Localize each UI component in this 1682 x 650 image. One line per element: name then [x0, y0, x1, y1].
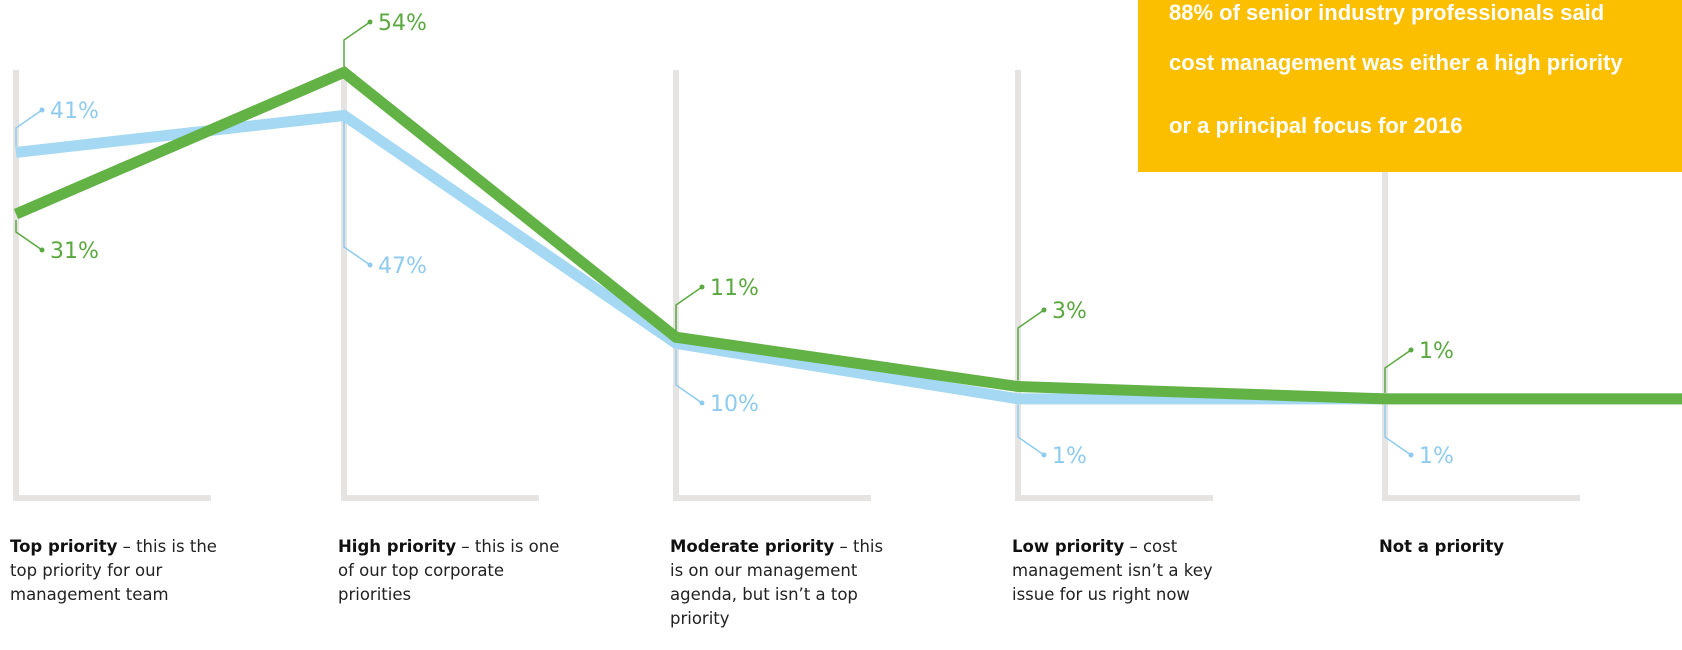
category-label-2: Moderate priority – this is on our manag… [670, 535, 895, 631]
category-label-desc-0: – this is the top priority for our manag… [10, 537, 217, 604]
leader-0-3 [1017, 309, 1045, 381]
leader-1-1 [343, 121, 371, 266]
data-label-0-1: 54% [378, 11, 427, 36]
leader-1-2 [675, 349, 703, 404]
leader-dot-1-4 [1408, 452, 1414, 458]
leader-dot-0-0 [39, 247, 45, 253]
data-label-0-2: 11% [710, 276, 759, 301]
category-label-desc-2: – this is on our management agenda, but … [670, 537, 884, 628]
data-label-1-2: 10% [710, 392, 759, 417]
leader-dot-0-4 [1408, 347, 1414, 353]
callout-line-2: cost management was either a high priori… [1169, 50, 1623, 75]
data-label-0-3: 3% [1052, 299, 1087, 324]
leader-dot-0-2 [699, 284, 705, 290]
category-label-title-4: Not a priority [1379, 537, 1505, 556]
leader-dot-0-3 [1041, 307, 1047, 313]
callout-box: 88% of senior industry professionals sai… [1138, 0, 1682, 172]
series-line-0 [13, 66, 1682, 405]
callout-line-3: or a principal focus for 2016 [1169, 113, 1463, 138]
leader-dot-1-1 [367, 262, 373, 268]
leader-dot-1-2 [699, 400, 705, 406]
leader-0-0 [15, 220, 43, 251]
data-label-0-0: 31% [50, 239, 99, 264]
data-label-1-1: 47% [378, 254, 427, 279]
data-label-1-0: 41% [50, 99, 99, 124]
category-label-3: Low priority – cost management isn’t a k… [1012, 535, 1237, 607]
category-label-desc-1: – this is one of our top corporate prior… [338, 537, 560, 604]
data-label-1-3: 1% [1052, 444, 1087, 469]
category-label-title-2: Moderate priority [670, 537, 835, 556]
callout-line-1: 88% of senior industry professionals sai… [1169, 0, 1605, 25]
category-label-title-3: Low priority [1012, 537, 1125, 556]
category-label-1: High priority – this is one of our top c… [338, 535, 563, 607]
leader-dot-1-0 [39, 107, 45, 113]
leader-1-4 [1384, 404, 1412, 456]
leader-0-2 [675, 286, 703, 332]
category-label-desc-3: – cost management isn’t a key issue for … [1012, 537, 1213, 604]
leader-dot-1-3 [1041, 452, 1047, 458]
category-label-4: Not a priority [1379, 535, 1604, 559]
leader-dot-0-1 [367, 19, 373, 25]
leader-1-3 [1017, 404, 1045, 456]
leader-0-4 [1384, 349, 1412, 393]
category-label-title-0: Top priority [10, 537, 118, 556]
leader-1-0 [15, 109, 43, 147]
leader-0-1 [343, 21, 371, 67]
data-label-0-4: 1% [1419, 339, 1454, 364]
data-label-1-4: 1% [1419, 444, 1454, 469]
category-label-0: Top priority – this is the top priority … [10, 535, 240, 607]
category-label-title-1: High priority [338, 537, 457, 556]
